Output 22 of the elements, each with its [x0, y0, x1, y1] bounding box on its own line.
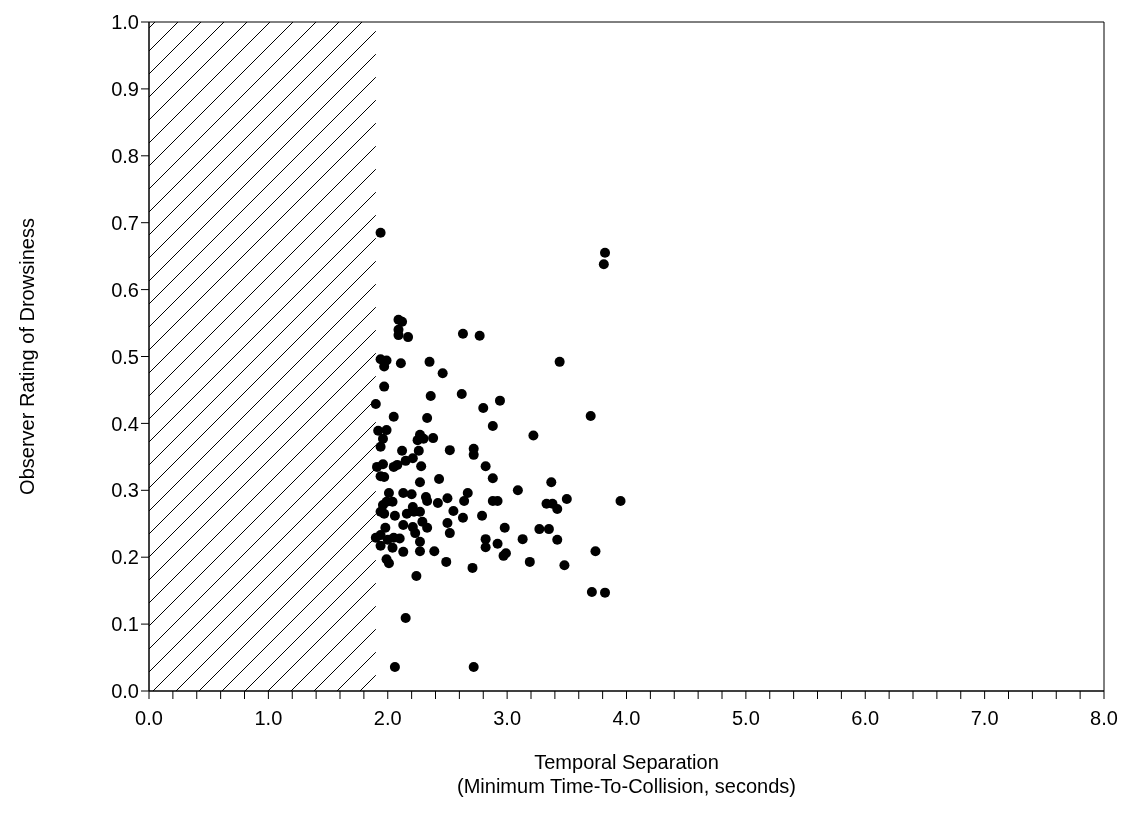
y-tick-label: 0.1	[111, 613, 139, 636]
y-tick-label: 0.5	[111, 345, 139, 368]
y-tick-label: 0.8	[111, 144, 139, 167]
x-tick-label: 0.0	[135, 707, 163, 730]
x-tick-label: 1.0	[254, 707, 283, 730]
x-axis-title: Temporal Separation (Minimum Time-To-Collision, seconds)	[457, 751, 796, 797]
x-tick-label: 3.0	[493, 707, 522, 730]
y-tick-label: 0.4	[111, 412, 139, 435]
x-tick-label: 2.0	[373, 707, 402, 730]
y-tick-label: 1.0	[111, 11, 139, 34]
y-axis-title: Observer Rating of Drowsiness	[16, 218, 39, 495]
y-tick-label: 0.7	[111, 211, 139, 234]
x-tick-label: 4.0	[612, 707, 641, 730]
y-tick-label: 0.0	[111, 680, 139, 703]
y-tick-label: 0.9	[111, 78, 139, 100]
x-tick-label: 6.0	[851, 707, 880, 730]
y-tick-label: 0.3	[111, 479, 139, 502]
y-tick-label: 0.2	[111, 546, 139, 569]
y-tick-label: 0.6	[111, 278, 139, 301]
x-tick-label: 5.0	[731, 707, 760, 730]
x-tick-label: 7.0	[970, 707, 999, 730]
x-tick-label: 8.0	[1090, 707, 1118, 730]
